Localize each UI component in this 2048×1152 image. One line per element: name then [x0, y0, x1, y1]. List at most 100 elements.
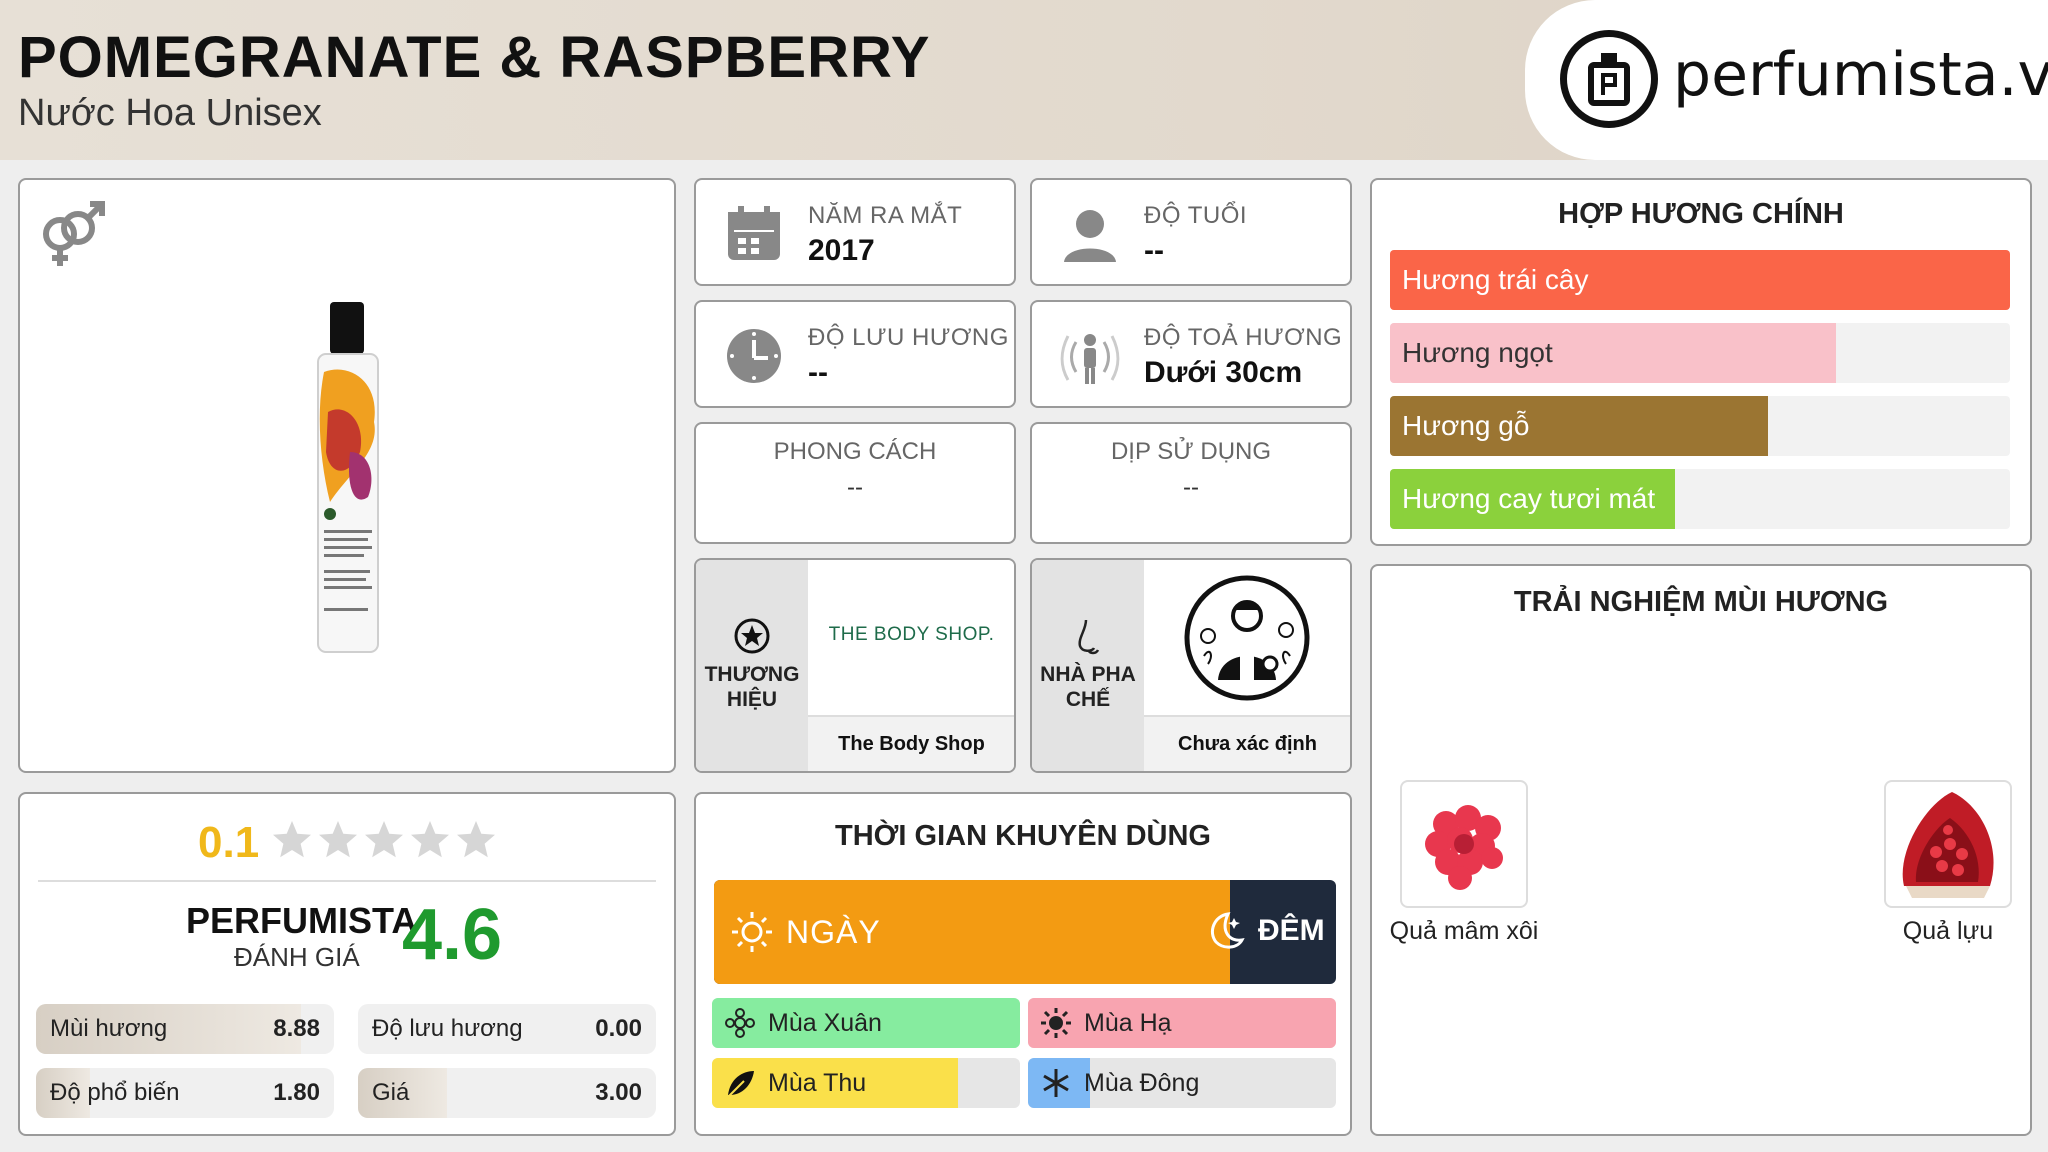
season-label: Mùa Hạ — [1084, 1009, 1172, 1037]
season-label: Mùa Thu — [768, 1069, 867, 1097]
accord-row: Hương ngọt — [1390, 323, 2010, 383]
star-badge-icon — [732, 616, 772, 656]
perfumista-rating-sub: ĐÁNH GIÁ — [234, 942, 360, 972]
usage-time-title: THỜI GIAN KHUYÊN DÙNG — [835, 820, 1211, 852]
accord-fill — [1390, 250, 2010, 310]
scent-notes-card: TRẢI NGHIỆM MÙI HƯƠNG Quả mâm xôi Quả lự… — [1370, 564, 2032, 1136]
release-year-box: NĂM RA MẮT 2017 — [694, 178, 1016, 286]
accord-row: Hương gỗ — [1390, 396, 2010, 456]
moon-icon — [1200, 908, 1246, 954]
style-value: -- — [847, 474, 863, 501]
day-night-bar: NGÀY ĐÊM — [714, 880, 1336, 984]
rating-divider — [38, 880, 656, 882]
sun-icon — [730, 910, 774, 954]
season-row: Mùa Đông — [1028, 1058, 1336, 1108]
age-value: -- — [1144, 234, 1164, 267]
brand-label: THƯƠNG HIỆU — [704, 663, 800, 711]
style-label: PHONG CÁCH — [773, 438, 937, 465]
user-icon — [1060, 204, 1120, 264]
rating-metric-label: Giá — [372, 1079, 410, 1106]
rating-metric-row: Mùi hương 8.88 — [36, 1004, 334, 1054]
rating-metric-fill — [36, 1068, 90, 1118]
community-score: 0.1 — [198, 818, 260, 867]
sillage-label: ĐỘ TOẢ HƯƠNG — [1144, 324, 1343, 351]
accord-label: Hương ngọt — [1402, 337, 1553, 368]
occasion-value: -- — [1183, 474, 1199, 501]
accord-label: Hương trái cây — [1402, 264, 1589, 295]
season-row: Mùa Hạ — [1028, 998, 1336, 1048]
perfumer-box[interactable]: NHÀ PHA CHẾ Chưa xác định — [1030, 558, 1352, 773]
perfumer-label: NHÀ PHA CHẾ — [1040, 663, 1136, 711]
perfume-title: POMEGRANATE & RASPBERRY — [18, 25, 931, 90]
season-label: Mùa Đông — [1084, 1069, 1200, 1097]
product-image-card — [18, 178, 676, 773]
brand-name: The Body Shop — [808, 715, 1014, 771]
raspberry-label: Quả mâm xôi — [1389, 917, 1539, 945]
sun-icon — [1040, 1007, 1072, 1039]
logo-text: perfumista.vn — [1673, 40, 2048, 110]
occasion-label: DỊP SỬ DỤNG — [1110, 438, 1272, 465]
longevity-value: -- — [808, 356, 828, 389]
longevity-box: ĐỘ LƯU HƯƠNG -- — [694, 300, 1016, 408]
accord-row: Hương cay tươi mát — [1390, 469, 2010, 529]
day-fill — [714, 880, 1231, 984]
season-fill — [712, 1058, 959, 1108]
season-row: Mùa Xuân — [712, 998, 1020, 1048]
season-label: Mùa Xuân — [768, 1009, 882, 1037]
release-year-label: NĂM RA MẮT — [808, 202, 963, 229]
day-label: NGÀY — [786, 914, 881, 950]
nose-icon — [1068, 616, 1108, 656]
perfume-bottle-image — [310, 302, 386, 654]
perfumista-brand-name: PERFUMISTA — [186, 900, 418, 941]
snowflake-icon — [1040, 1067, 1072, 1099]
brand-logo-text: THE BODY SHOP. — [828, 624, 995, 645]
style-box: PHONG CÁCH -- — [694, 422, 1016, 544]
perfume-subtitle: Nước Hoa Unisex — [18, 92, 322, 134]
main-accords-card: HỢP HƯƠNG CHÍNH Hương trái cây Hương ngọt… — [1370, 178, 2032, 546]
rating-metric-value: 0.00 — [595, 1015, 642, 1042]
accord-label: Hương cay tươi mát — [1402, 483, 1656, 514]
brand-box[interactable]: THƯƠNG HIỆU THE BODY SHOP. The Body Shop — [694, 558, 1016, 773]
leaf-icon — [724, 1067, 756, 1099]
sillage-icon — [1060, 326, 1120, 386]
rating-metric-value: 8.88 — [273, 1015, 320, 1042]
rating-metric-fill — [358, 1068, 448, 1118]
rating-metric-value: 3.00 — [595, 1079, 642, 1106]
perfumer-side-panel — [1032, 560, 1144, 771]
rating-metric-row: Độ lưu hương 0.00 — [358, 1004, 656, 1054]
accord-row: Hương trái cây — [1390, 250, 2010, 310]
raspberry-icon[interactable] — [1400, 780, 1528, 908]
night-label: ĐÊM — [1258, 914, 1325, 947]
accord-fill — [1390, 323, 1837, 383]
pomegranate-icon[interactable] — [1884, 780, 2012, 908]
rating-metric-value: 1.80 — [273, 1079, 320, 1106]
unisex-icon — [34, 194, 114, 279]
star-rating[interactable] — [270, 816, 500, 866]
page-header: POMEGRANATE & RASPBERRY Nước Hoa Unisex … — [0, 0, 2048, 160]
longevity-label: ĐỘ LƯU HƯƠNG — [808, 324, 1009, 351]
calendar-icon — [724, 204, 784, 264]
star-icon[interactable] — [411, 821, 449, 858]
season-fill — [1028, 998, 1336, 1048]
brand-side-panel — [696, 560, 808, 771]
sillage-value: Dưới 30cm — [1144, 356, 1303, 389]
star-icon[interactable] — [273, 821, 311, 858]
perfumer-avatar — [1144, 560, 1350, 715]
star-icon[interactable] — [457, 821, 495, 858]
site-logo[interactable]: perfumista.vn — [1525, 0, 2048, 160]
clock-icon — [724, 326, 784, 386]
rating-metric-fill — [36, 1004, 301, 1054]
pomegranate-label: Quả lựu — [1902, 917, 1994, 945]
star-icon[interactable] — [365, 821, 403, 858]
rating-metric-label: Độ phổ biến — [50, 1079, 180, 1106]
star-icon[interactable] — [319, 821, 357, 858]
rating-metric-label: Mùi hương — [50, 1015, 168, 1042]
age-label: ĐỘ TUỔI — [1144, 202, 1248, 229]
occasion-box: DỊP SỬ DỤNG -- — [1030, 422, 1352, 544]
season-row: Mùa Thu — [712, 1058, 1020, 1108]
accord-fill — [1390, 396, 1769, 456]
accord-label: Hương gỗ — [1402, 410, 1530, 441]
flower-icon — [724, 1007, 756, 1039]
accord-fill — [1390, 469, 1676, 529]
perfume-bottle-logo-icon — [1560, 30, 1658, 128]
